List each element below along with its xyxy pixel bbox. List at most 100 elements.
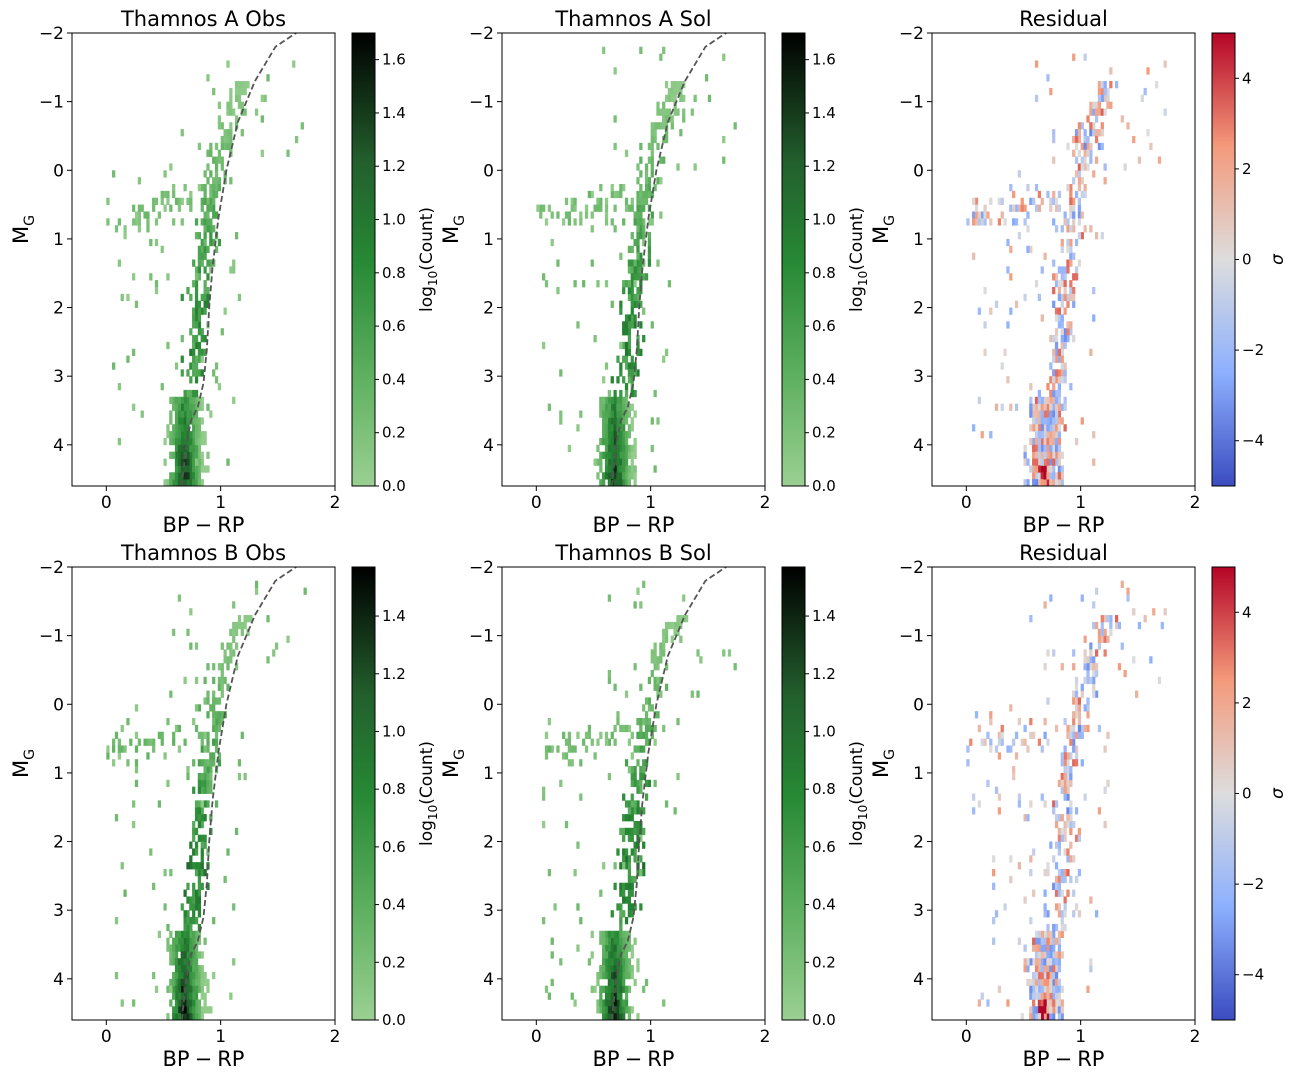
heatmap-cell	[154, 280, 159, 288]
heatmap-cell	[1094, 135, 1099, 144]
heatmap-cell	[616, 903, 620, 911]
heatmap-cell	[599, 971, 603, 980]
heatmap-cell	[157, 731, 162, 739]
heatmap-cell	[633, 451, 637, 459]
heatmap-cell	[174, 985, 179, 993]
heatmap-cell	[602, 999, 606, 1007]
heatmap-cell	[1152, 608, 1156, 616]
heatmap-cell	[1054, 965, 1059, 973]
heatmap-cell	[1029, 396, 1033, 405]
heatmap-cell	[1092, 676, 1096, 685]
heatmap-cell	[1046, 958, 1050, 966]
heatmap-cell	[200, 841, 204, 849]
heatmap-cell	[1100, 81, 1104, 89]
heatmap-cell	[1072, 718, 1076, 726]
heatmap-cell	[989, 738, 993, 746]
heatmap-cell	[1032, 451, 1036, 459]
heatmap-cell	[624, 958, 629, 966]
heatmap-cell	[1057, 204, 1062, 212]
heatmap-cell	[1049, 841, 1053, 849]
heatmap-cell	[613, 992, 617, 1000]
heatmap-cell	[622, 930, 626, 939]
heatmap-cell	[639, 46, 643, 54]
heatmap-cell	[599, 992, 603, 1000]
heatmap-cell	[1066, 820, 1070, 829]
heatmap-cell	[630, 772, 634, 781]
heatmap-cell	[1040, 1006, 1044, 1014]
x-tick-label: 1	[1075, 1027, 1086, 1047]
heatmap-cell	[650, 149, 654, 157]
heatmap-cell	[194, 999, 199, 1007]
heatmap-cell	[1074, 135, 1079, 144]
heatmap-cell	[192, 396, 196, 405]
heatmap-cell	[1092, 170, 1096, 178]
heatmap-cell	[1057, 314, 1062, 322]
heatmap-cell	[679, 615, 683, 623]
heatmap-cell	[1157, 156, 1162, 164]
heatmap-cell	[633, 472, 637, 480]
heatmap-cell	[599, 451, 603, 459]
heatmap-cell	[220, 669, 224, 678]
heatmap-cell	[1049, 396, 1053, 405]
heatmap-cell	[1000, 731, 1004, 739]
heatmap-cell	[212, 184, 216, 192]
heatmap-cell	[1074, 238, 1079, 247]
heatmap-cell	[189, 944, 193, 952]
heatmap-cell	[622, 376, 626, 384]
heatmap-cell	[217, 101, 222, 109]
heatmap-cell	[1054, 369, 1059, 377]
heatmap-cell	[180, 369, 184, 377]
heatmap-cell	[627, 724, 632, 733]
heatmap-cell	[622, 417, 626, 425]
heatmap-cell	[639, 170, 643, 178]
heatmap-cell	[622, 1006, 626, 1014]
heatmap-cell	[627, 834, 632, 842]
heatmap-cell	[624, 465, 629, 473]
heatmap-cell	[266, 74, 270, 82]
heatmap-cell	[1100, 615, 1104, 623]
heatmap-cell	[197, 266, 202, 274]
heatmap-cell	[570, 204, 574, 212]
heatmap-cell	[624, 999, 629, 1007]
heatmap-cell	[1052, 218, 1056, 226]
colorbar	[351, 566, 376, 1021]
heatmap-cell	[120, 745, 124, 753]
colorbar	[1211, 566, 1236, 1021]
heatmap-cell	[596, 978, 600, 987]
heatmap-cell	[627, 827, 632, 836]
heatmap-cell	[1057, 958, 1062, 966]
colorbar-tick-label: 1.2	[382, 157, 406, 175]
heatmap-cell	[969, 738, 973, 746]
heatmap-cell	[590, 985, 594, 993]
heatmap-cell	[627, 855, 632, 863]
heatmap-cell	[157, 930, 162, 939]
heatmap-cell	[234, 827, 239, 836]
heatmap-cell	[633, 259, 637, 267]
heatmap-cell	[183, 910, 187, 918]
y-axis-label: MG	[9, 749, 38, 778]
heatmap-cell	[696, 690, 700, 698]
heatmap-cell	[192, 1013, 196, 1020]
heatmap-cell	[194, 465, 199, 473]
heatmap-cell	[209, 814, 213, 822]
heatmap-cell	[650, 190, 654, 199]
heatmap-cell	[186, 965, 190, 973]
heatmap-cell	[639, 156, 643, 164]
heatmap-cell	[1052, 437, 1056, 446]
heatmap-cell	[1060, 889, 1064, 897]
heatmap-cell	[200, 965, 204, 973]
heatmap-cell	[197, 417, 202, 425]
heatmap-cell	[1054, 204, 1059, 212]
heatmap-cell	[1092, 122, 1096, 130]
heatmap-cell	[604, 403, 609, 411]
heatmap-cell	[624, 472, 629, 480]
heatmap-cell	[223, 875, 227, 884]
heatmap-cell	[662, 115, 666, 123]
heatmap-cell	[1040, 403, 1044, 411]
heatmap-cell	[1080, 163, 1084, 171]
heatmap-cell	[653, 184, 657, 192]
heatmap-cell	[1032, 437, 1036, 446]
heatmap-cell	[1017, 232, 1022, 240]
heatmap-cell	[627, 903, 632, 911]
heatmap-cell	[627, 1006, 632, 1014]
